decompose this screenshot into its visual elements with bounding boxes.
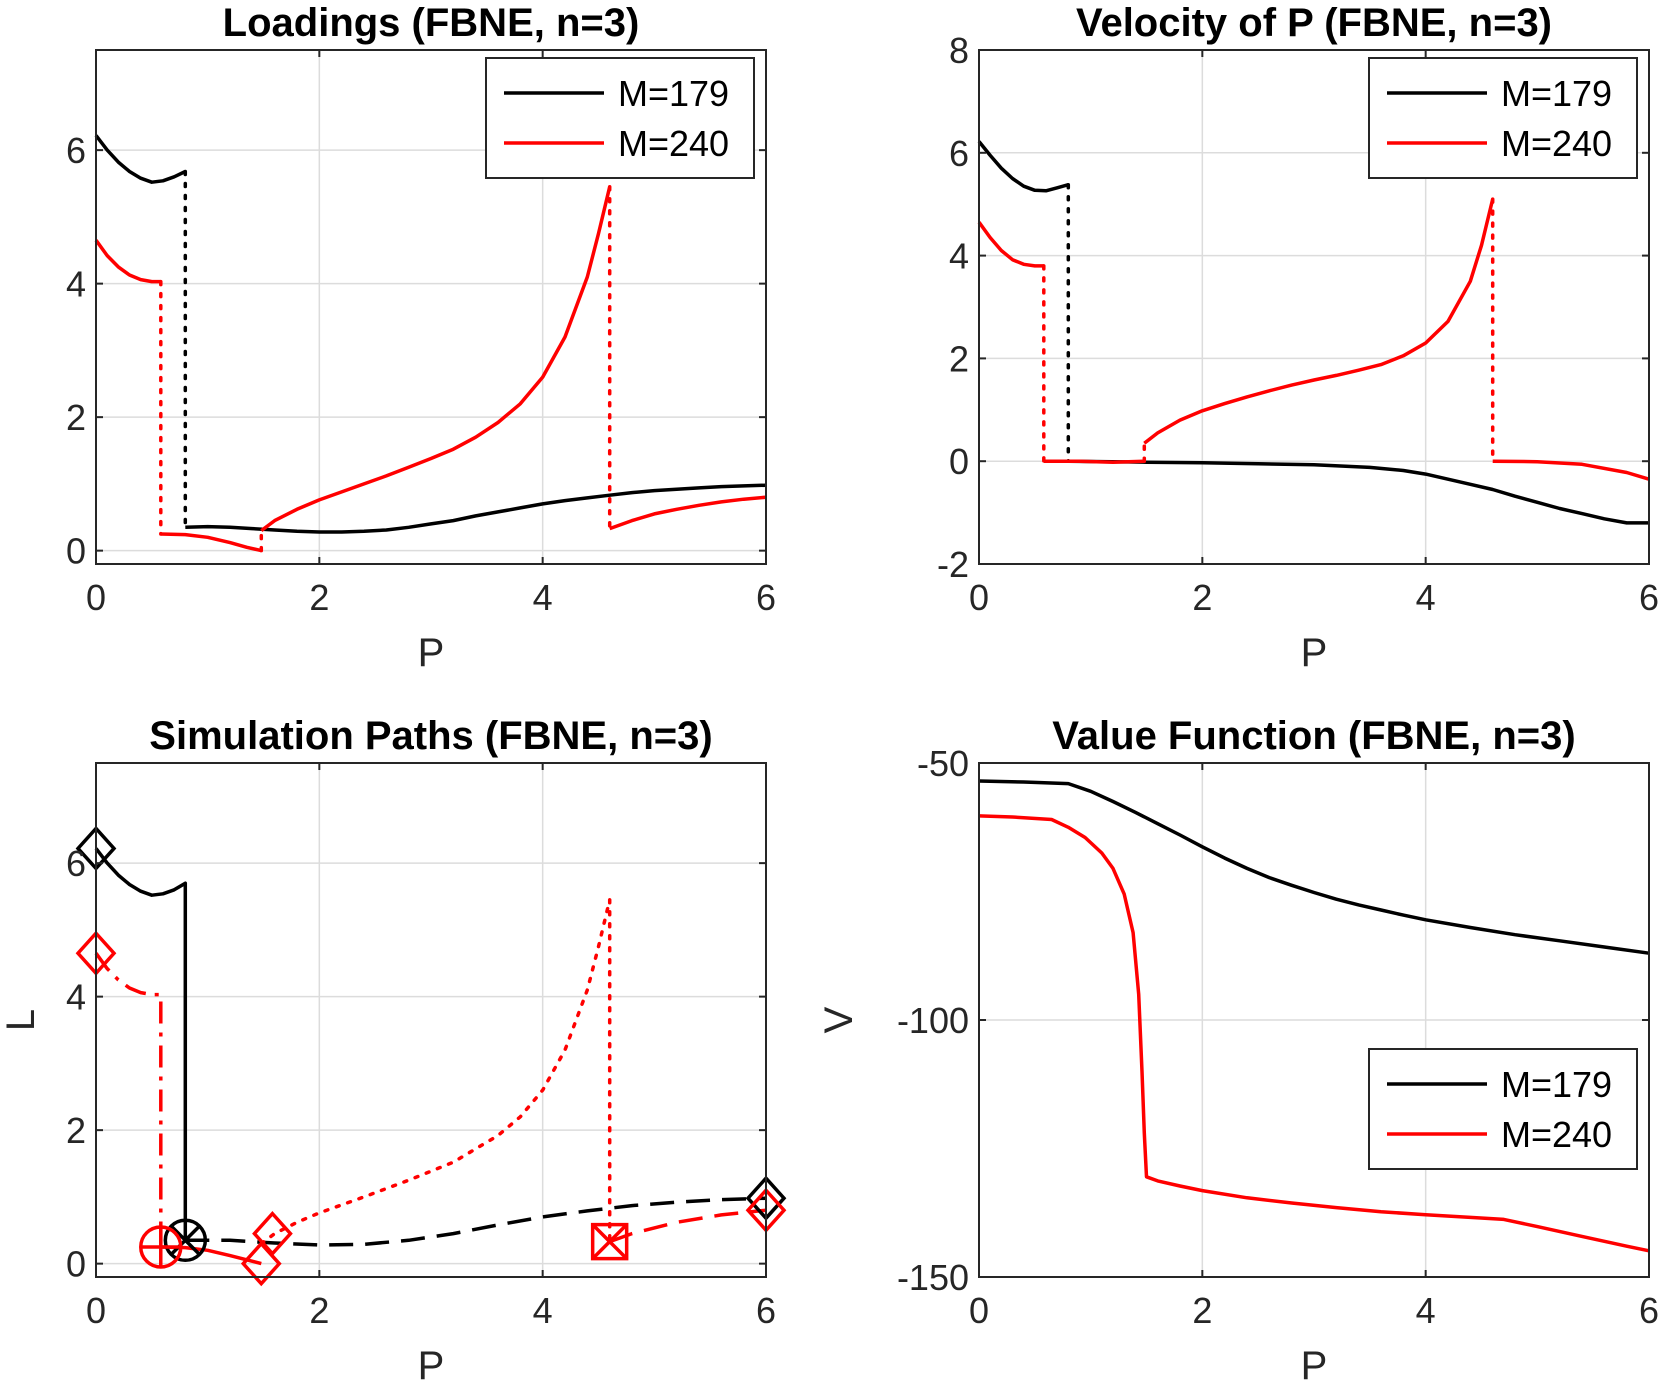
series-line [609, 495, 767, 531]
marker-circle-x [163, 1218, 208, 1263]
x-tick-label: 6 [756, 577, 776, 618]
x-tick-label: 4 [1416, 577, 1436, 618]
axes-box [95, 49, 767, 565]
chart-title: Velocity of P (FBNE, n=3) [1076, 1, 1552, 45]
y-axis-label: L [0, 1009, 43, 1031]
x-tick-label: 2 [309, 577, 329, 618]
marker-square-x [590, 1222, 629, 1261]
series-line [185, 483, 767, 534]
series-line [160, 532, 262, 553]
x-tick-label: 0 [969, 1290, 989, 1331]
y-tick-label: -50 [917, 743, 969, 784]
x-tick-label: 0 [86, 1290, 106, 1331]
legend-label: M=240 [618, 123, 729, 164]
series-line [1492, 459, 1650, 481]
series-line [609, 1208, 767, 1244]
legend-box [1368, 57, 1638, 179]
x-axis-label: P [418, 1344, 445, 1388]
y-tick-label: 6 [66, 843, 86, 884]
x-tick-label: 2 [1192, 577, 1212, 618]
marker-diamond [240, 1241, 282, 1287]
series-line [94, 239, 161, 284]
y-tick-label: 2 [66, 1110, 86, 1151]
x-axis-label: P [418, 631, 445, 675]
series-line [1068, 459, 1649, 525]
legend: M=179 M=240 [1368, 57, 1638, 179]
y-tick-label: 0 [949, 441, 969, 482]
legend-label: M=179 [1501, 1064, 1612, 1105]
series-line [977, 140, 1069, 193]
y-tick-label: 8 [949, 30, 969, 71]
series-line [1043, 459, 1145, 464]
x-tick-label: 0 [969, 577, 989, 618]
loadings-chart: 0 2 4 6 0 2 4 6 Loadings (FBNE, n=3) P M=179 M=240 [66, 1, 776, 675]
y-tick-label: 0 [66, 1244, 86, 1285]
legend-label: M=240 [1501, 1114, 1612, 1155]
x-axis-label: P [1301, 631, 1328, 675]
marker-diamond [252, 1210, 293, 1257]
legend-box [1368, 1048, 1638, 1170]
y-tick-label: 6 [66, 130, 86, 171]
chart-title: Value Function (FBNE, n=3) [1052, 714, 1575, 758]
legend-label: M=179 [1501, 73, 1612, 114]
chart-title: Loadings (FBNE, n=3) [223, 1, 640, 45]
chart-title: Simulation Paths (FBNE, n=3) [149, 714, 712, 758]
legend: M=179 M=240 [485, 57, 755, 179]
series-line [94, 952, 163, 1247]
x-tick-label: 0 [86, 577, 106, 618]
y-tick-label: 4 [66, 977, 86, 1018]
x-tick-label: 4 [1416, 1290, 1436, 1331]
series-line [259, 898, 612, 1246]
y-axis-label: V [817, 1006, 861, 1033]
series-line [94, 847, 188, 1241]
series-line [94, 134, 187, 184]
value-chart: 0 2 4 6 -150 -100 -50 Value Function (FBNE, n=3… [817, 714, 1659, 1388]
series-line [978, 814, 1650, 1253]
y-tick-label: 0 [66, 531, 86, 572]
y-tick-label: 6 [949, 133, 969, 174]
legend-box [485, 57, 755, 179]
legend: M=179 M=240 [1368, 1048, 1638, 1170]
series-line [185, 1196, 767, 1247]
series-line [260, 186, 612, 533]
x-tick-label: 2 [1192, 1290, 1212, 1331]
axes-box [95, 762, 767, 1278]
y-tick-label: -150 [897, 1257, 969, 1298]
y-tick-label: 4 [66, 264, 86, 305]
legend-label: M=179 [618, 73, 729, 114]
x-tick-label: 2 [309, 1290, 329, 1331]
x-axis-label: P [1301, 1344, 1328, 1388]
x-tick-label: 6 [756, 1290, 776, 1331]
y-tick-label: -100 [897, 1000, 969, 1041]
x-tick-label: 6 [1639, 1290, 1659, 1331]
x-tick-label: 4 [533, 1290, 553, 1331]
legend-label: M=240 [1501, 123, 1612, 164]
axes-box [978, 49, 1650, 565]
x-tick-label: 6 [1639, 577, 1659, 618]
series-line [977, 221, 1044, 268]
y-tick-label: 2 [949, 338, 969, 379]
y-tick-label: 2 [66, 397, 86, 438]
marker-circle-plus [139, 1225, 183, 1269]
y-tick-label: 4 [949, 236, 969, 277]
y-tick-label: -2 [937, 544, 969, 585]
series-line [1143, 198, 1495, 445]
simulation-chart: 0 2 4 6 0 2 4 6 Simulation Paths (FBNE, n=3) P L [0, 714, 787, 1388]
x-tick-label: 4 [533, 577, 553, 618]
series-line [978, 779, 1650, 955]
